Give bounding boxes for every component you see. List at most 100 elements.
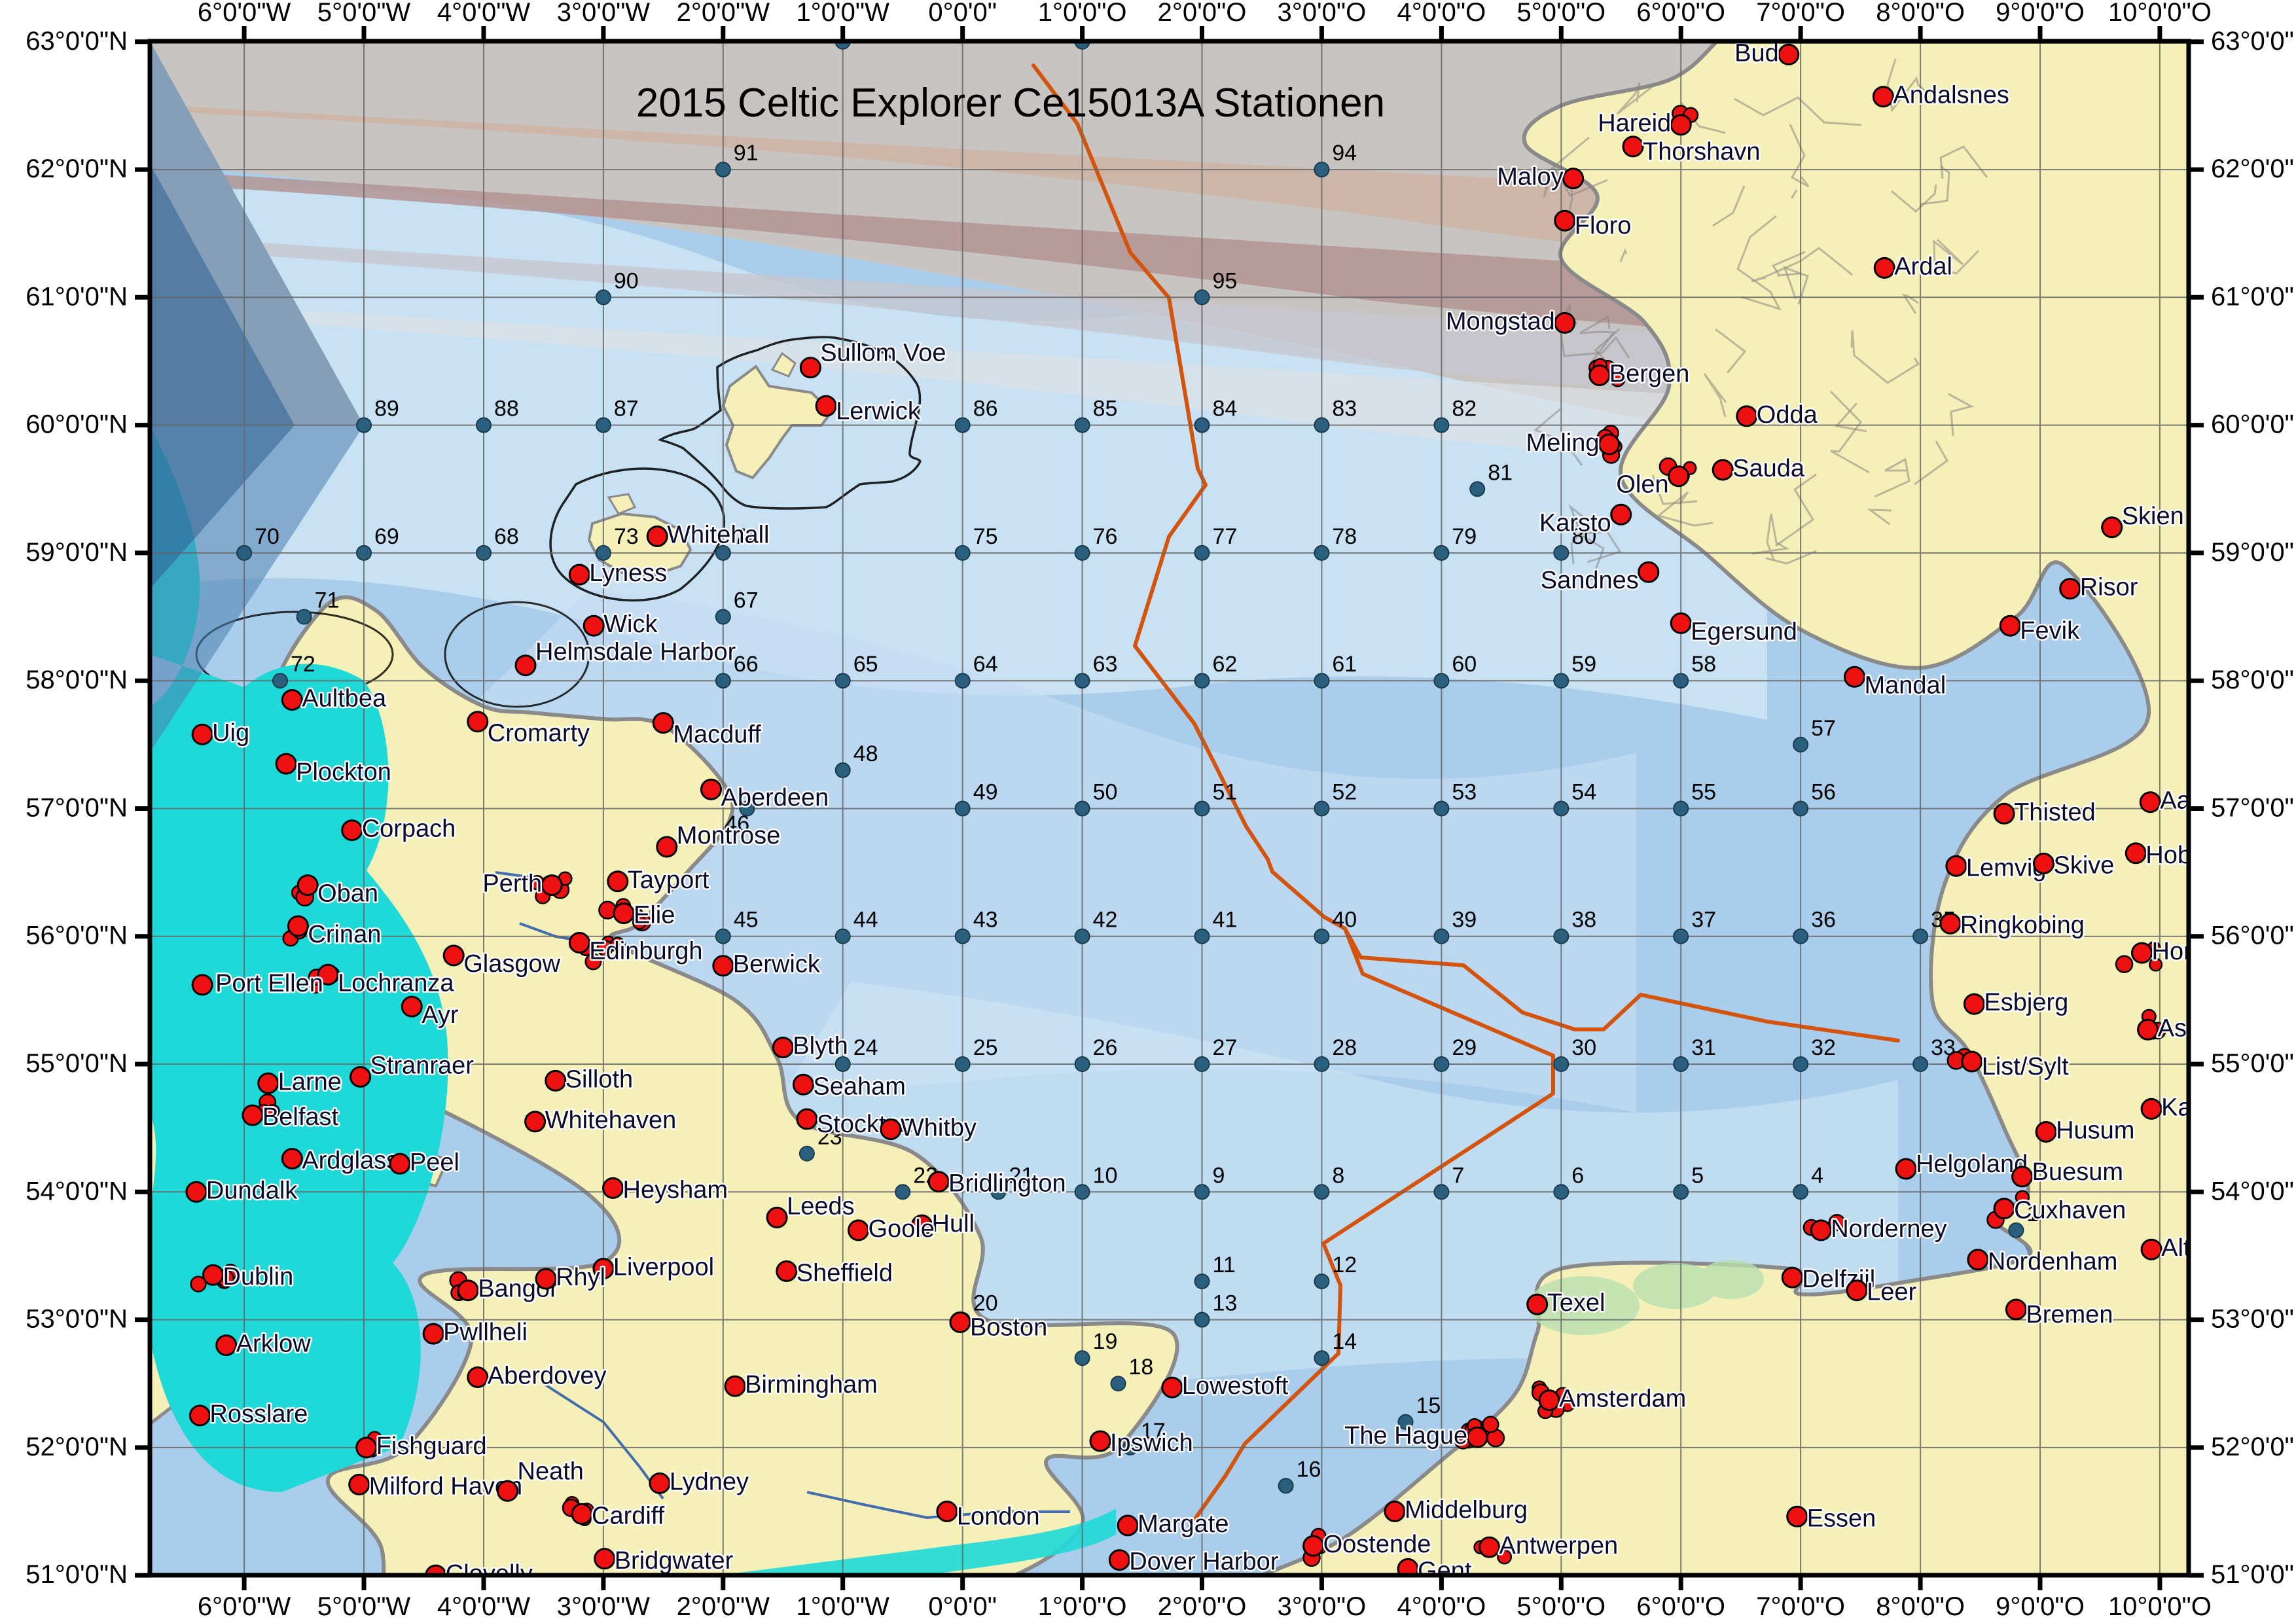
svg-text:5°0'0"W: 5°0'0"W bbox=[317, 1592, 411, 1621]
svg-text:Bergen: Bergen bbox=[1609, 361, 1690, 388]
svg-text:Aberdovey: Aberdovey bbox=[488, 1363, 607, 1390]
svg-text:Odda: Odda bbox=[1757, 401, 1818, 429]
svg-text:2°0'0"O: 2°0'0"O bbox=[1158, 1592, 1247, 1621]
svg-text:63°0'0"N: 63°0'0"N bbox=[2211, 27, 2296, 56]
svg-text:32: 32 bbox=[1811, 1035, 1836, 1060]
svg-text:Skive: Skive bbox=[2054, 851, 2115, 879]
svg-text:Bridlington: Bridlington bbox=[948, 1170, 1066, 1198]
svg-text:7°0'0"O: 7°0'0"O bbox=[1756, 0, 1845, 27]
svg-text:Plockton: Plockton bbox=[296, 758, 391, 786]
svg-text:1°0'0"O: 1°0'0"O bbox=[1038, 1592, 1127, 1621]
svg-text:59°0'0"N: 59°0'0"N bbox=[26, 538, 128, 567]
svg-text:Mandal: Mandal bbox=[1865, 671, 1946, 699]
svg-text:Sullom Voe: Sullom Voe bbox=[820, 340, 946, 367]
svg-text:8: 8 bbox=[1332, 1163, 1344, 1188]
svg-text:51: 51 bbox=[1213, 780, 1238, 805]
svg-text:72: 72 bbox=[291, 652, 315, 677]
svg-text:Cuxhaven: Cuxhaven bbox=[2014, 1197, 2126, 1224]
svg-text:Blyth: Blyth bbox=[793, 1033, 848, 1060]
svg-text:Cardiff: Cardiff bbox=[592, 1502, 665, 1529]
svg-text:4: 4 bbox=[1811, 1163, 1823, 1188]
svg-text:Kappeln: Kappeln bbox=[2161, 1094, 2252, 1121]
svg-text:43: 43 bbox=[973, 908, 998, 933]
svg-text:77: 77 bbox=[1213, 524, 1238, 549]
svg-text:Seaham: Seaham bbox=[813, 1073, 906, 1100]
svg-text:60°0'0"N: 60°0'0"N bbox=[2211, 410, 2296, 439]
svg-text:Texel: Texel bbox=[1547, 1289, 1605, 1317]
svg-text:57°0'0"N: 57°0'0"N bbox=[26, 794, 128, 823]
svg-text:4°0'0"O: 4°0'0"O bbox=[1397, 1592, 1486, 1621]
svg-text:12: 12 bbox=[1332, 1253, 1357, 1277]
svg-text:Berwick: Berwick bbox=[733, 951, 821, 978]
svg-text:84: 84 bbox=[1213, 397, 1238, 421]
svg-text:55°0'0"N: 55°0'0"N bbox=[26, 1049, 128, 1078]
svg-text:7: 7 bbox=[1452, 1163, 1464, 1188]
svg-text:6°0'0"W: 6°0'0"W bbox=[198, 0, 291, 27]
svg-text:6°0'0"W: 6°0'0"W bbox=[198, 1592, 291, 1621]
svg-text:58: 58 bbox=[1691, 652, 1716, 677]
svg-text:Oostende: Oostende bbox=[1323, 1531, 1431, 1558]
svg-text:Nordenham: Nordenham bbox=[1988, 1248, 2118, 1275]
svg-text:5: 5 bbox=[1691, 1163, 1704, 1188]
svg-text:39: 39 bbox=[1452, 908, 1477, 933]
svg-text:Leeds: Leeds bbox=[787, 1192, 855, 1220]
svg-text:3°0'0"O: 3°0'0"O bbox=[1278, 0, 1367, 27]
svg-text:Sauda: Sauda bbox=[1732, 455, 1805, 482]
svg-text:37: 37 bbox=[1691, 908, 1716, 933]
svg-text:London: London bbox=[957, 1503, 1040, 1531]
svg-text:73: 73 bbox=[614, 524, 639, 549]
svg-text:List/Sylt: List/Sylt bbox=[1982, 1053, 2069, 1080]
svg-text:82: 82 bbox=[1452, 397, 1477, 421]
svg-text:55: 55 bbox=[1691, 780, 1716, 805]
svg-text:Stranraer: Stranraer bbox=[370, 1052, 475, 1080]
svg-text:Wick: Wick bbox=[603, 611, 658, 638]
svg-text:Esbjerg: Esbjerg bbox=[1984, 989, 2068, 1016]
svg-text:28: 28 bbox=[1332, 1035, 1357, 1060]
svg-text:20: 20 bbox=[973, 1291, 998, 1316]
svg-text:13: 13 bbox=[1213, 1291, 1238, 1316]
svg-text:31: 31 bbox=[1691, 1035, 1716, 1060]
svg-text:Montrose: Montrose bbox=[677, 822, 780, 849]
svg-text:10°0'0"O: 10°0'0"O bbox=[2108, 1592, 2212, 1621]
svg-text:29: 29 bbox=[1452, 1035, 1477, 1060]
svg-text:Pwllheli: Pwllheli bbox=[443, 1319, 528, 1346]
svg-text:2015 Celtic Explorer Ce15013A: 2015 Celtic Explorer Ce15013A Stationen bbox=[636, 80, 1385, 126]
svg-text:63°0'0"N: 63°0'0"N bbox=[26, 27, 128, 56]
svg-text:Floro: Floro bbox=[1575, 212, 1632, 240]
svg-text:6°0'0"O: 6°0'0"O bbox=[1636, 0, 1725, 27]
svg-text:3°0'0"W: 3°0'0"W bbox=[557, 1592, 651, 1621]
svg-text:78: 78 bbox=[1332, 524, 1357, 549]
svg-text:Heysham: Heysham bbox=[623, 1176, 728, 1204]
svg-text:1°0'0"O: 1°0'0"O bbox=[1038, 0, 1127, 27]
svg-text:64: 64 bbox=[973, 652, 998, 677]
svg-text:55°0'0"N: 55°0'0"N bbox=[2211, 1049, 2296, 1078]
svg-text:54: 54 bbox=[1571, 780, 1596, 805]
svg-text:1°0'0"W: 1°0'0"W bbox=[797, 1592, 890, 1621]
svg-text:8°0'0"O: 8°0'0"O bbox=[1876, 1592, 1965, 1621]
svg-text:62°0'0"N: 62°0'0"N bbox=[2211, 154, 2296, 183]
svg-text:19: 19 bbox=[1093, 1329, 1118, 1354]
svg-text:Aberdeen: Aberdeen bbox=[721, 784, 829, 812]
svg-text:9: 9 bbox=[1213, 1163, 1225, 1188]
svg-text:Rosslare: Rosslare bbox=[209, 1400, 308, 1428]
svg-text:Antwerpen: Antwerpen bbox=[1499, 1532, 1619, 1560]
svg-text:Hobro: Hobro bbox=[2145, 842, 2214, 869]
svg-text:Whitehall: Whitehall bbox=[667, 522, 769, 549]
svg-text:Fishguard: Fishguard bbox=[376, 1433, 487, 1460]
svg-text:54°0'0"N: 54°0'0"N bbox=[2211, 1177, 2296, 1205]
svg-text:88: 88 bbox=[494, 397, 519, 421]
svg-text:Ipswich: Ipswich bbox=[1110, 1429, 1193, 1457]
svg-text:Crinan: Crinan bbox=[308, 921, 381, 948]
svg-text:41: 41 bbox=[1213, 908, 1238, 933]
svg-text:51°0'0"N: 51°0'0"N bbox=[26, 1560, 128, 1589]
svg-text:49: 49 bbox=[973, 780, 998, 805]
svg-text:45: 45 bbox=[734, 908, 759, 933]
svg-text:8°0'0"O: 8°0'0"O bbox=[1876, 0, 1965, 27]
svg-text:53°0'0"N: 53°0'0"N bbox=[26, 1305, 128, 1334]
svg-text:Edinburgh: Edinburgh bbox=[589, 938, 702, 965]
svg-text:68: 68 bbox=[494, 524, 519, 549]
svg-text:Amsterdam: Amsterdam bbox=[1559, 1385, 1686, 1413]
svg-text:Thorshavn: Thorshavn bbox=[1643, 138, 1761, 166]
svg-text:52: 52 bbox=[1332, 780, 1357, 805]
svg-text:Husum: Husum bbox=[2056, 1117, 2134, 1145]
